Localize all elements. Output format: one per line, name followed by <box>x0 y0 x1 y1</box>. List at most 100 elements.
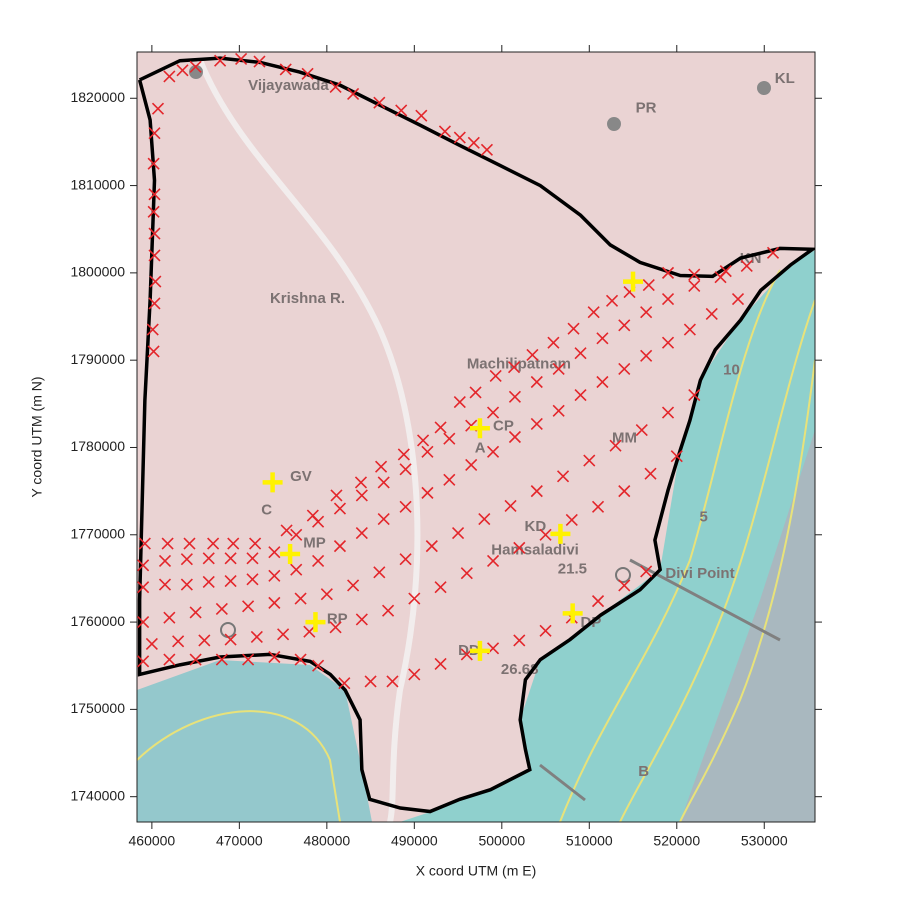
sample-point <box>530 485 543 498</box>
sample-point <box>215 602 228 616</box>
sample-point <box>591 595 605 608</box>
map-label: 21.5 <box>558 561 587 578</box>
sample-point <box>421 445 434 458</box>
sample-point <box>253 55 266 68</box>
sample-point <box>149 275 162 288</box>
sample-point <box>235 52 248 66</box>
sample-point <box>148 227 161 240</box>
station-point <box>562 603 583 624</box>
sample-point <box>364 675 377 688</box>
sample-point <box>640 349 653 362</box>
map-label: Vijayawada <box>248 77 329 94</box>
sample-point <box>224 574 237 588</box>
map-label: A <box>475 439 486 456</box>
sample-point <box>202 552 215 565</box>
plot-frame <box>136 51 816 823</box>
sample-point <box>189 606 202 619</box>
sample-point <box>158 554 172 568</box>
sample-point <box>355 489 368 502</box>
sample-point <box>148 297 161 310</box>
sample-point <box>415 109 428 122</box>
map-label: Krishna R. <box>270 290 345 307</box>
sample-point <box>146 323 159 336</box>
sample-point <box>137 581 150 594</box>
sample-point <box>312 659 325 672</box>
sample-point <box>661 336 675 349</box>
sample-point <box>618 579 631 592</box>
sample-point <box>347 87 360 100</box>
sample-point <box>347 579 360 592</box>
sample-point <box>688 268 701 281</box>
sample-point <box>312 515 325 528</box>
x-tick-label: 510000 <box>566 833 613 849</box>
sample-point <box>508 430 521 444</box>
sample-point <box>574 389 587 402</box>
x-axis-label: X coord UTM (m E) <box>416 863 537 879</box>
sample-point <box>224 552 237 565</box>
sample-point <box>705 307 718 320</box>
sample-point <box>280 524 293 537</box>
sample-point <box>246 573 259 586</box>
sample-point <box>163 611 176 624</box>
sample-point <box>465 458 478 472</box>
sample-point <box>609 439 622 452</box>
sample-point <box>583 454 596 467</box>
y-tick-label: 1790000 <box>70 351 125 367</box>
sample-point <box>434 657 447 671</box>
sample-point <box>268 650 281 664</box>
sample-point <box>147 157 160 170</box>
sample-point <box>329 621 342 634</box>
station-point <box>305 612 326 633</box>
data-layer: Vijayawada PR KL Krishna R. Machilipatnam CP G… <box>137 52 815 814</box>
sample-point <box>294 653 307 666</box>
y-tick-label: 1760000 <box>70 613 125 629</box>
sample-point <box>147 205 160 218</box>
sample-point <box>373 96 386 109</box>
sample-point <box>513 541 526 554</box>
sample-point <box>320 588 333 601</box>
sample-point <box>355 526 368 540</box>
sample-point <box>731 292 745 306</box>
map-label: DD <box>458 642 480 659</box>
sample-point <box>215 653 228 666</box>
map-label: KL <box>775 70 795 87</box>
sample-point <box>176 64 189 77</box>
sample-point <box>147 345 160 358</box>
x-tick-label: 480000 <box>303 833 350 849</box>
sample-point <box>605 294 619 307</box>
x-tick-label: 500000 <box>478 833 525 849</box>
sample-point <box>172 635 185 648</box>
map-label: CP <box>493 417 514 434</box>
sample-point <box>399 463 412 476</box>
sample-point <box>148 249 161 262</box>
station-point <box>623 271 644 292</box>
x-tick-label: 470000 <box>216 833 263 849</box>
sample-point <box>330 489 343 502</box>
sample-point <box>508 390 521 403</box>
sample-point <box>478 512 491 526</box>
map-background <box>137 52 815 822</box>
x-tick-label: 490000 <box>391 833 438 849</box>
sample-point <box>408 592 421 605</box>
sample-point <box>290 528 303 541</box>
x-tick-label: 530000 <box>741 833 788 849</box>
sample-point <box>539 624 552 637</box>
sample-point <box>688 279 701 293</box>
sample-point <box>202 575 215 588</box>
sample-point <box>644 467 657 480</box>
sample-point <box>137 616 150 629</box>
sample-point <box>539 528 552 541</box>
map-label: Divi Point <box>665 565 734 582</box>
sample-point <box>189 60 202 73</box>
sample-point <box>333 502 347 515</box>
sample-point <box>688 389 701 402</box>
sample-point <box>355 613 368 626</box>
y-tick-label: 1780000 <box>70 438 125 454</box>
map-label: GV <box>290 468 312 485</box>
sample-point <box>312 554 325 568</box>
sample-point <box>552 362 565 375</box>
sample-point <box>268 569 281 582</box>
station-point <box>262 472 283 493</box>
sample-point <box>294 592 307 605</box>
